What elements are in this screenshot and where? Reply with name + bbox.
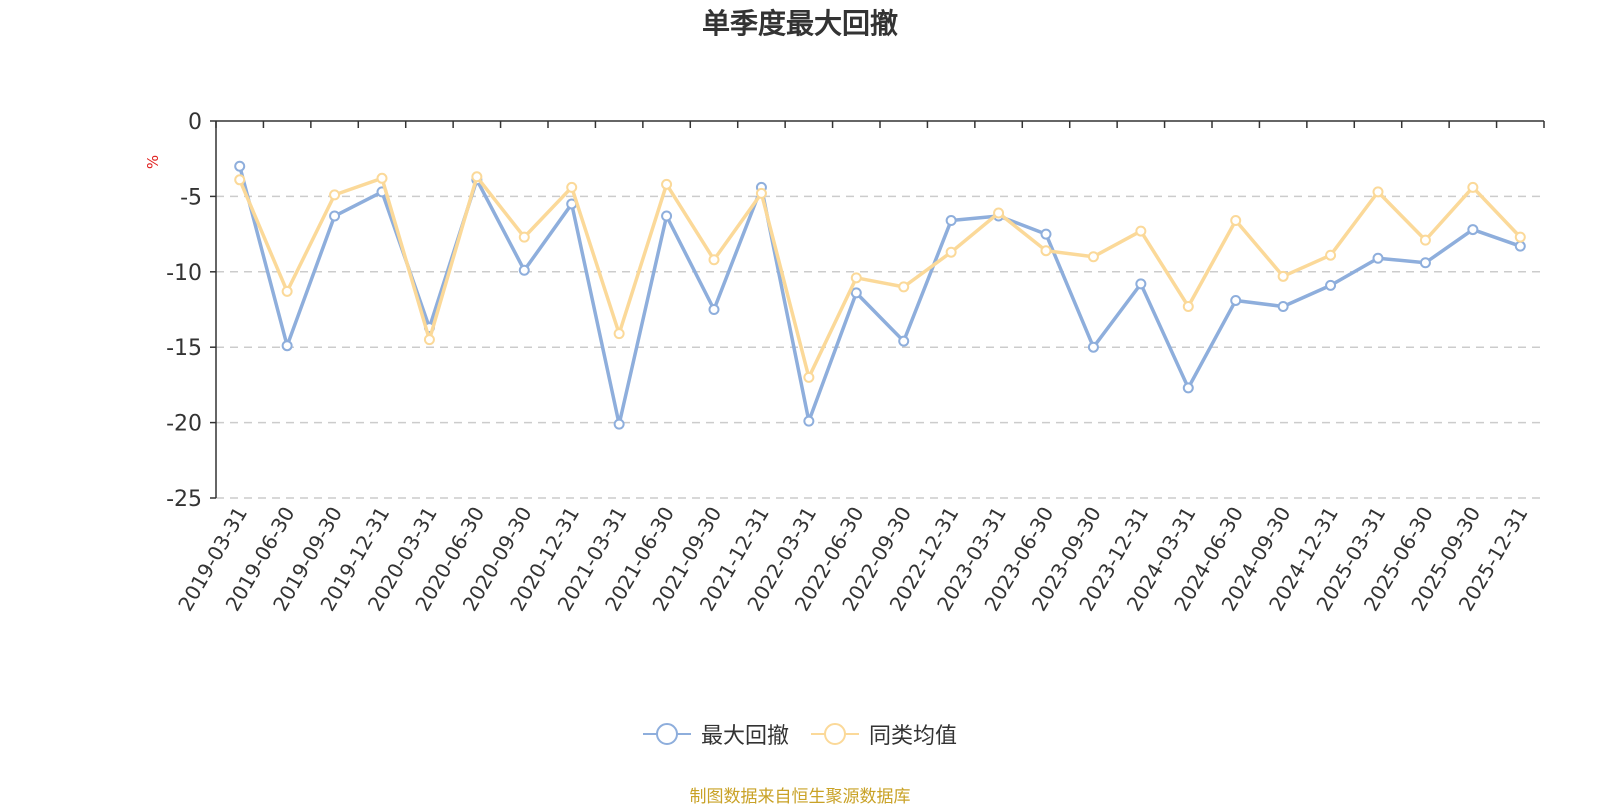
data-point xyxy=(945,215,957,227)
data-point xyxy=(755,187,767,199)
data-point xyxy=(1135,278,1147,290)
legend-label: 最大回撤 xyxy=(700,724,789,749)
axis-layer xyxy=(210,120,1545,499)
label-layer: 0-5-10-15-20-25%2019-03-312019-06-302019… xyxy=(144,110,1533,615)
data-point xyxy=(1182,300,1194,312)
data-point xyxy=(1514,240,1526,252)
data-point xyxy=(423,334,435,346)
legend-item-2[interactable]: 同类均值 xyxy=(811,718,957,750)
grid-layer xyxy=(216,195,1544,499)
data-point xyxy=(1514,231,1526,243)
data-point xyxy=(898,335,910,347)
data-point xyxy=(1325,249,1337,261)
data-point xyxy=(1087,341,1099,353)
y-tick-label: -10 xyxy=(166,261,202,286)
data-point xyxy=(708,254,720,266)
y-tick-label: 0 xyxy=(188,110,202,135)
data-point xyxy=(1087,251,1099,263)
data-point xyxy=(1040,228,1052,240)
data-point xyxy=(708,304,720,315)
data-point xyxy=(234,174,246,186)
data-point xyxy=(661,210,673,222)
data-point xyxy=(1182,382,1194,394)
series-layer xyxy=(234,160,1526,430)
data-point xyxy=(566,181,578,193)
data-point xyxy=(1372,186,1384,198)
data-point xyxy=(1277,300,1289,312)
data-point xyxy=(993,207,1005,219)
legend: 最大回撤 同类均值 xyxy=(0,718,1600,750)
data-point xyxy=(1230,294,1242,306)
legend-swatch-icon xyxy=(811,723,859,745)
data-point xyxy=(1419,257,1431,269)
source-note: 制图数据来自恒生聚源数据库 xyxy=(689,787,911,807)
data-point xyxy=(329,189,341,201)
data-point xyxy=(803,371,815,383)
data-point xyxy=(1467,181,1479,193)
data-point xyxy=(1277,270,1289,282)
y-axis-unit: % xyxy=(144,155,162,169)
data-point xyxy=(281,285,293,297)
data-point xyxy=(1419,234,1431,246)
data-point xyxy=(1325,279,1337,291)
data-point xyxy=(850,287,862,299)
data-point xyxy=(803,415,815,427)
data-point xyxy=(898,281,910,293)
data-point xyxy=(613,418,625,430)
y-tick-label: -20 xyxy=(166,412,202,437)
legend-swatch-icon xyxy=(642,723,691,745)
data-point xyxy=(518,231,530,243)
data-point xyxy=(234,160,246,172)
legend-label: 同类均值 xyxy=(869,724,958,749)
data-point xyxy=(850,272,862,284)
data-point xyxy=(1230,215,1242,227)
data-point xyxy=(1372,252,1384,264)
data-point xyxy=(613,328,625,340)
data-point xyxy=(945,246,957,258)
legend-item-1[interactable]: 最大回撤 xyxy=(642,718,789,750)
data-point xyxy=(1467,224,1479,236)
data-point xyxy=(1040,245,1052,257)
y-tick-label: -25 xyxy=(166,487,202,512)
data-point xyxy=(329,210,341,222)
data-point xyxy=(471,171,483,183)
series-line-2 xyxy=(238,175,1522,380)
data-point xyxy=(1135,225,1147,237)
data-point xyxy=(518,264,530,276)
y-tick-label: -15 xyxy=(166,336,202,361)
data-point xyxy=(661,178,673,190)
data-point xyxy=(281,340,293,352)
data-point xyxy=(376,172,388,184)
y-tick-label: -5 xyxy=(180,185,202,210)
chart-title: 单季度最大回撤 xyxy=(701,7,898,40)
series-line-1 xyxy=(238,165,1521,426)
